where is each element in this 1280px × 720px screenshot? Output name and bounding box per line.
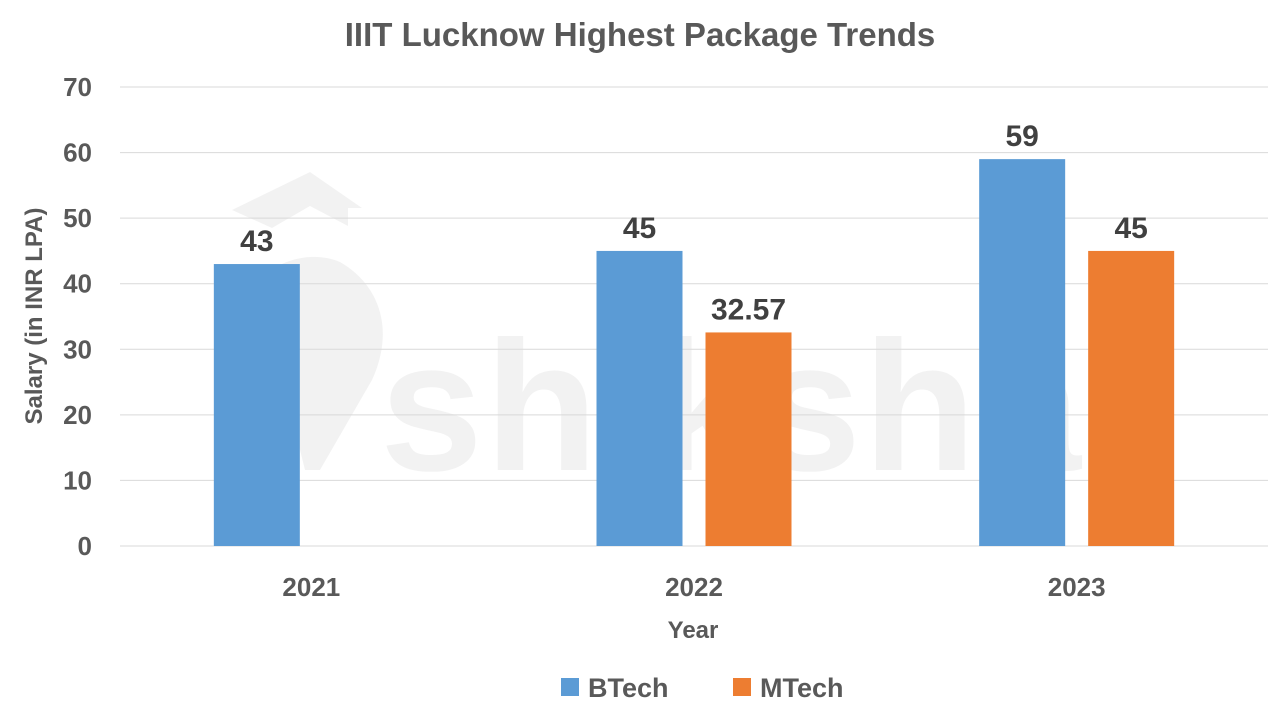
chart-title: IIIT Lucknow Highest Package Trends [345,16,936,53]
data-label-btech-2021: 43 [240,225,273,258]
bar-btech-2022 [596,250,683,546]
legend: BTech MTech [561,673,844,703]
gridlines [120,86,1268,547]
data-label-btech-2023: 59 [1005,120,1038,153]
x-tick-label: 2023 [1048,572,1106,602]
bar-btech-2023 [979,159,1066,546]
y-tick-label: 50 [63,203,92,233]
y-tick-label: 70 [63,72,92,102]
y-axis-ticks: 0 10 20 30 40 50 60 70 [63,72,92,561]
data-label-mtech-2022: 32.57 [711,293,786,326]
legend-swatch-btech [561,678,579,696]
x-tick-label: 2022 [665,572,723,602]
legend-label-btech: BTech [588,673,669,703]
x-axis-ticks: 2021 2022 2023 [282,572,1105,602]
y-tick-label: 20 [63,400,92,430]
bar-mtech-2023 [1088,250,1175,546]
y-axis-label: Salary (in INR LPA) [21,208,48,425]
x-axis-label: Year [668,617,719,644]
legend-label-mtech: MTech [760,673,844,703]
bar-mtech-2022 [705,332,792,546]
data-label-mtech-2023: 45 [1114,212,1147,245]
graduation-cap-icon [232,172,362,228]
data-labels: 43 45 32.57 59 45 [240,120,1148,326]
x-tick-label: 2021 [282,572,340,602]
bar-btech-2021 [213,264,300,546]
legend-swatch-mtech [733,678,751,696]
y-tick-label: 0 [78,531,92,561]
bars [213,159,1175,546]
y-tick-label: 60 [63,138,92,168]
y-tick-label: 10 [63,465,92,495]
y-tick-label: 40 [63,269,92,299]
data-label-btech-2022: 45 [623,212,656,245]
y-tick-label: 30 [63,334,92,364]
